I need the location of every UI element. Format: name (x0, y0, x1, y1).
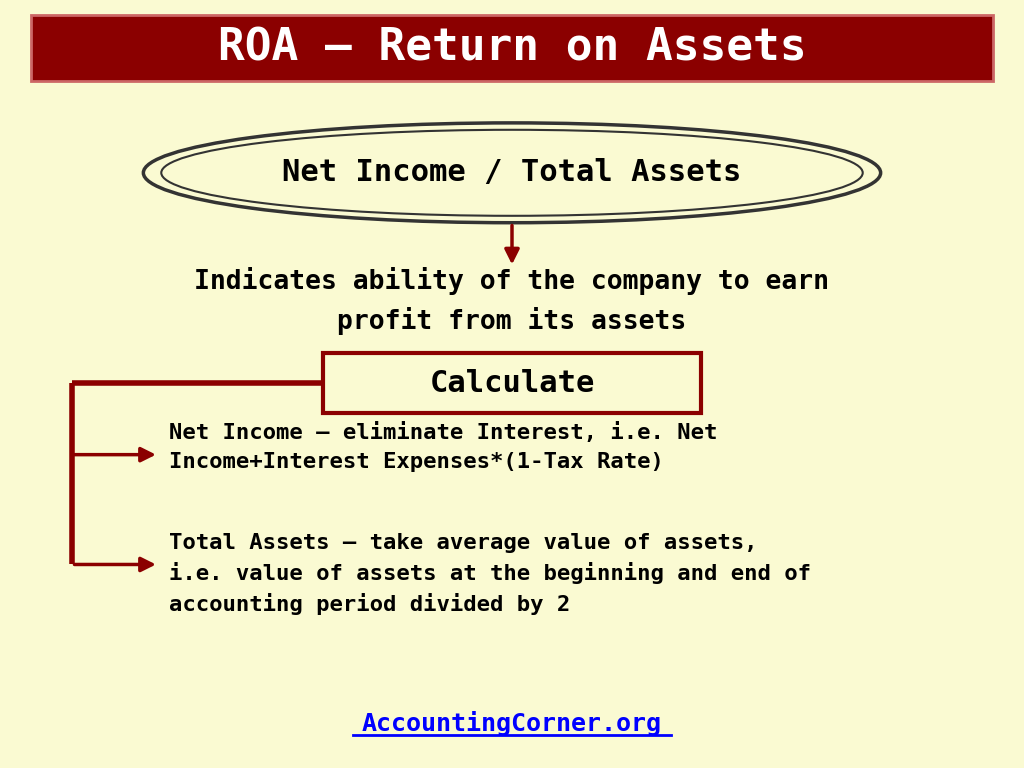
Text: Calculate: Calculate (429, 369, 595, 398)
Text: Indicates ability of the company to earn
profit from its assets: Indicates ability of the company to earn… (195, 267, 829, 335)
Text: ROA – Return on Assets: ROA – Return on Assets (218, 27, 806, 69)
FancyBboxPatch shape (323, 353, 701, 413)
Text: Total Assets – take average value of assets,
i.e. value of assets at the beginni: Total Assets – take average value of ass… (169, 534, 811, 615)
FancyBboxPatch shape (31, 15, 993, 81)
Text: AccountingCorner.org: AccountingCorner.org (362, 711, 662, 736)
Text: Net Income – eliminate Interest, i.e. Net
Income+Interest Expenses*(1-Tax Rate): Net Income – eliminate Interest, i.e. Ne… (169, 422, 718, 472)
Text: Net Income / Total Assets: Net Income / Total Assets (283, 158, 741, 187)
Ellipse shape (143, 123, 881, 223)
